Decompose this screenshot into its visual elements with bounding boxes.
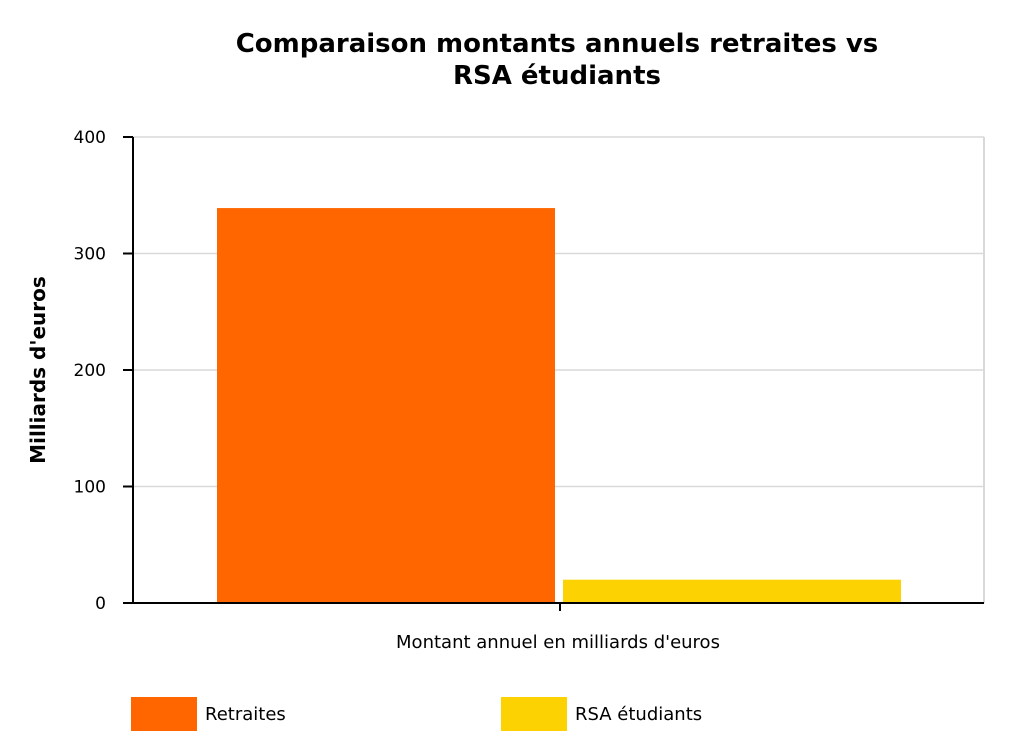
y-axis-ticks: 0 100 200 300 400 [74, 128, 133, 614]
legend-item-rsa-etudiants[interactable]: RSA étudiants [501, 697, 702, 731]
y-tick-label: 300 [74, 245, 106, 265]
legend-swatch [131, 697, 197, 731]
y-tick-label: 200 [74, 361, 106, 381]
legend-swatch [501, 697, 567, 731]
y-axis-label: Milliards d'euros [26, 276, 50, 464]
legend-label: Retraites [205, 703, 286, 725]
legend-label: RSA étudiants [575, 703, 703, 725]
bar-rsa-tudiants[interactable] [563, 579, 901, 603]
y-tick-label: 400 [74, 128, 106, 148]
bars [217, 208, 901, 603]
chart-title-line-2: RSA étudiants [453, 61, 661, 91]
x-axis-label: Montant annuel en milliards d'euros [396, 632, 720, 653]
y-tick-label: 0 [95, 594, 106, 614]
chart-title-line-1: Comparaison montants annuels retraites v… [236, 29, 879, 59]
y-tick-label: 100 [74, 478, 106, 498]
bar-retraites[interactable] [217, 208, 555, 603]
legend-item-retraites[interactable]: Retraites [131, 697, 286, 731]
